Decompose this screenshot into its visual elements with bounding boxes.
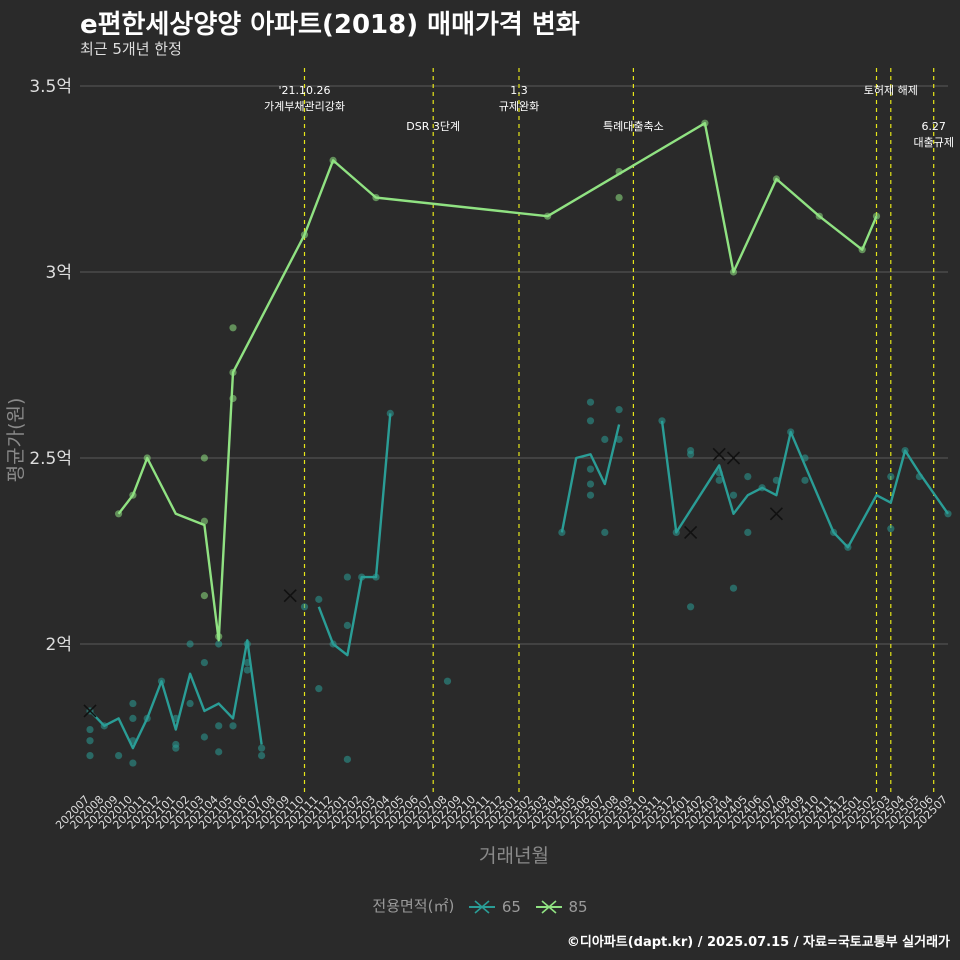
data-point-65 xyxy=(887,473,895,481)
legend: 전용면적(㎡) 65 85 xyxy=(0,895,960,916)
event-label-text: 특례대출축소 xyxy=(603,120,664,133)
data-point-65 xyxy=(887,525,895,533)
y-tick-label: 3억 xyxy=(46,263,72,283)
event-label-date: 6.27 xyxy=(921,120,946,133)
data-point-65 xyxy=(129,759,137,767)
data-point-65 xyxy=(687,603,695,611)
data-point-65 xyxy=(601,528,609,537)
event-label-text: DSR 3단계 xyxy=(406,120,460,133)
data-point-65 xyxy=(86,725,94,734)
event-label-text: 가계부채관리강화 xyxy=(264,100,345,113)
data-point-65 xyxy=(315,595,323,603)
legend-title: 전용면적(㎡) xyxy=(372,897,455,915)
data-point-65 xyxy=(586,417,595,425)
data-point-65 xyxy=(200,659,208,667)
x-axis-title: 거래년월 xyxy=(479,845,549,867)
data-point-65 xyxy=(172,744,180,752)
cancelled-marker-65 xyxy=(684,525,698,539)
data-point-65 xyxy=(215,640,223,648)
data-point-65 xyxy=(687,450,695,458)
data-point-65 xyxy=(586,398,595,406)
data-point-65 xyxy=(315,685,323,693)
y-tick-label: 3.5억 xyxy=(29,77,72,97)
event-label-date: 1.3 xyxy=(510,84,528,97)
data-point-65 xyxy=(215,722,223,730)
chart-subtitle: 최근 5개년 한정 xyxy=(80,40,182,58)
series-line-65 xyxy=(560,424,621,533)
event-label-text: 대출규제 xyxy=(913,136,953,149)
data-point-65 xyxy=(586,465,595,473)
data-point-65 xyxy=(229,722,237,730)
series-line-65 xyxy=(660,420,949,549)
data-point-65 xyxy=(586,480,595,488)
legend-label-65: 65 xyxy=(501,897,521,916)
event-label-text: 규제완화 xyxy=(499,100,539,113)
data-point-65 xyxy=(86,752,94,760)
y-tick-label: 2억 xyxy=(46,635,72,655)
data-point-85 xyxy=(229,324,237,332)
legend-key-65-icon xyxy=(469,900,496,914)
data-point-65 xyxy=(343,621,351,630)
cancelled-marker-65 xyxy=(769,507,783,521)
data-point-65 xyxy=(715,476,723,484)
data-point-65 xyxy=(343,755,351,763)
cancelled-marker-65 xyxy=(726,451,741,465)
data-point-65 xyxy=(258,752,266,760)
legend-item-85: 85 xyxy=(534,898,588,916)
data-point-85 xyxy=(200,454,208,462)
cancelled-marker-65 xyxy=(712,447,726,461)
data-point-65 xyxy=(86,737,94,745)
event-label-date: '21.10.26 xyxy=(278,84,330,97)
data-point-85 xyxy=(200,592,208,600)
legend-label-85: 85 xyxy=(568,897,588,916)
data-point-65 xyxy=(129,714,137,723)
data-point-85 xyxy=(615,194,623,202)
data-point-65 xyxy=(186,640,194,648)
data-point-65 xyxy=(744,528,752,537)
legend-key-85-icon xyxy=(535,900,562,914)
data-point-65 xyxy=(300,603,309,611)
data-point-65 xyxy=(200,733,208,741)
data-point-65 xyxy=(258,744,266,752)
data-point-65 xyxy=(615,435,623,443)
data-point-65 xyxy=(729,491,738,499)
data-point-65 xyxy=(615,406,623,414)
y-axis-title: 평균가(원) xyxy=(5,398,27,483)
event-label-text: 토허제 해제 xyxy=(864,83,918,97)
y-tick-label: 2.5억 xyxy=(29,449,72,469)
data-point-65 xyxy=(586,491,595,499)
data-point-65 xyxy=(801,476,809,484)
data-point-65 xyxy=(729,584,738,592)
data-point-65 xyxy=(215,748,223,756)
series-line-65 xyxy=(317,413,392,657)
data-point-65 xyxy=(186,699,194,708)
source-caption: ©디아파트(dapt.kr) / 2025.07.15 / 자료=국토교통부 실… xyxy=(566,935,950,950)
cancelled-marker-65 xyxy=(283,589,297,603)
data-point-65 xyxy=(115,752,123,760)
chart-title: e편한세상양양 아파트(2018) 매매가격 변화 xyxy=(80,10,580,40)
series-line-85 xyxy=(117,121,878,642)
data-point-65 xyxy=(744,473,752,481)
data-point-65 xyxy=(129,699,137,708)
data-point-65 xyxy=(243,666,251,674)
data-point-65 xyxy=(343,573,351,581)
data-point-65 xyxy=(601,435,609,443)
series-line-65 xyxy=(89,639,263,750)
cancelled-marker-65 xyxy=(83,704,97,718)
legend-item-65: 65 xyxy=(467,898,521,916)
data-point-65 xyxy=(443,677,452,685)
